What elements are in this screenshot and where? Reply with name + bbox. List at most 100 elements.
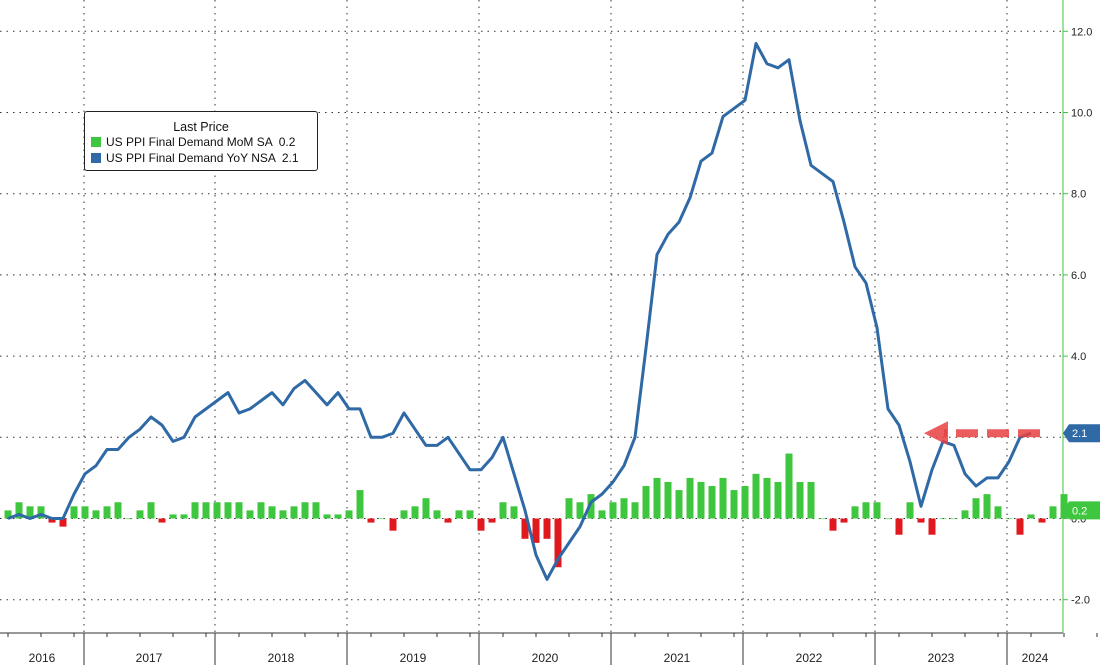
mom-bar <box>598 510 606 519</box>
y-tick-label: 4.0 <box>1071 351 1086 363</box>
mom-bar <box>983 494 991 519</box>
mom-bar <box>15 502 23 519</box>
mom-bar <box>851 506 859 519</box>
mom-bar <box>664 481 672 519</box>
mom-bar <box>48 518 56 523</box>
mom-bar <box>1016 518 1024 535</box>
mom-bar <box>961 510 969 519</box>
chart-legend: Last Price US PPI Final Demand MoM SA 0.… <box>84 111 318 171</box>
y-tick-label: 8.0 <box>1071 189 1086 201</box>
mom-bar <box>818 518 826 520</box>
mom-bar <box>642 486 650 519</box>
mom-bar <box>246 510 254 519</box>
mom-bar <box>257 502 265 519</box>
mom-last-badge-text: 0.2 <box>1072 505 1087 517</box>
mom-bar <box>730 490 738 519</box>
mom-bar <box>587 494 595 519</box>
mom-bar <box>807 481 815 519</box>
mom-bar <box>994 506 1002 519</box>
legend-label-yoy: US PPI Final Demand YoY NSA <box>106 151 276 165</box>
mom-bar <box>862 502 870 519</box>
mom-bar <box>840 518 848 523</box>
y-tick-label: -2.0 <box>1071 595 1090 607</box>
mom-bar <box>1005 518 1013 520</box>
mom-bar <box>1038 518 1046 523</box>
mom-bar <box>752 473 760 519</box>
x-tick-label: 2020 <box>532 651 559 665</box>
mom-bar <box>653 477 661 519</box>
legend-title: Last Price <box>173 120 229 134</box>
mom-bar <box>499 502 507 519</box>
mom-bar <box>268 506 276 519</box>
y-tick-label: 6.0 <box>1071 270 1086 282</box>
y-tick-label: 12.0 <box>1071 26 1092 38</box>
mom-bar <box>70 506 78 519</box>
mom-bar <box>708 486 716 519</box>
mom-bar <box>686 477 694 519</box>
legend-swatch-yoy <box>91 153 101 163</box>
legend-item-yoy: US PPI Final Demand YoY NSA 2.1 <box>91 150 317 166</box>
mom-bar <box>422 498 430 519</box>
mom-bar <box>829 518 837 531</box>
legend-swatch-mom <box>91 137 101 147</box>
y-tick-label: 10.0 <box>1071 108 1092 120</box>
mom-bar <box>389 518 397 531</box>
mom-bar <box>312 502 320 519</box>
mom-bar <box>114 502 122 519</box>
mom-bar <box>202 502 210 519</box>
x-tick-label: 2019 <box>400 651 427 665</box>
mom-bar <box>763 477 771 519</box>
mom-bar <box>741 486 749 519</box>
mom-bar <box>411 506 419 519</box>
mom-bar <box>1027 514 1035 519</box>
yoy-last-badge-text: 2.1 <box>1072 428 1087 440</box>
x-tick-label: 2016 <box>29 651 56 665</box>
mom-bar <box>466 510 474 519</box>
mom-bar <box>290 506 298 519</box>
mom-last-badge-bg <box>1063 501 1100 520</box>
mom-bar <box>378 518 386 520</box>
mom-bar <box>81 506 89 519</box>
mom-bar <box>433 510 441 519</box>
mom-bar <box>136 510 144 519</box>
mom-bar <box>1060 494 1068 519</box>
yoy-last-badge-bg <box>1063 424 1100 443</box>
mom-bar <box>224 502 232 519</box>
mom-bar <box>345 510 353 519</box>
mom-bar <box>169 514 177 519</box>
value-badges: 2.1 0.2 <box>1063 424 1100 520</box>
mom-bar <box>334 514 342 519</box>
mom-bar <box>180 514 188 519</box>
mom-bar <box>444 518 452 523</box>
mom-bar <box>532 518 540 543</box>
mom-bar <box>510 506 518 519</box>
mom-bar <box>576 502 584 519</box>
mom-bar <box>301 502 309 519</box>
mom-bar <box>37 506 45 519</box>
mom-bar <box>4 510 12 519</box>
mom-bar <box>477 518 485 531</box>
mom-bar <box>521 518 529 539</box>
mom-bar <box>147 502 155 519</box>
x-tick-label: 2018 <box>268 651 295 665</box>
mom-bar <box>796 481 804 519</box>
x-tick-label: 2021 <box>664 651 691 665</box>
mom-bar <box>675 490 683 519</box>
legend-label-mom: US PPI Final Demand MoM SA <box>106 135 273 149</box>
x-tick-label: 2022 <box>796 651 823 665</box>
mom-bar <box>785 453 793 519</box>
mom-bar <box>367 518 375 523</box>
legend-value-yoy: 2.1 <box>281 151 299 165</box>
mom-bar <box>609 502 617 519</box>
legend-value-mom: 0.2 <box>278 135 296 149</box>
mom-bar <box>191 502 199 519</box>
mom-bar <box>565 498 573 519</box>
mom-bar <box>488 518 496 523</box>
x-tick-label: 2023 <box>928 651 955 665</box>
yoy-line <box>7 41 1032 581</box>
x-tick-label: 2017 <box>136 651 163 665</box>
mom-bar <box>620 498 628 519</box>
mom-bar <box>906 502 914 519</box>
